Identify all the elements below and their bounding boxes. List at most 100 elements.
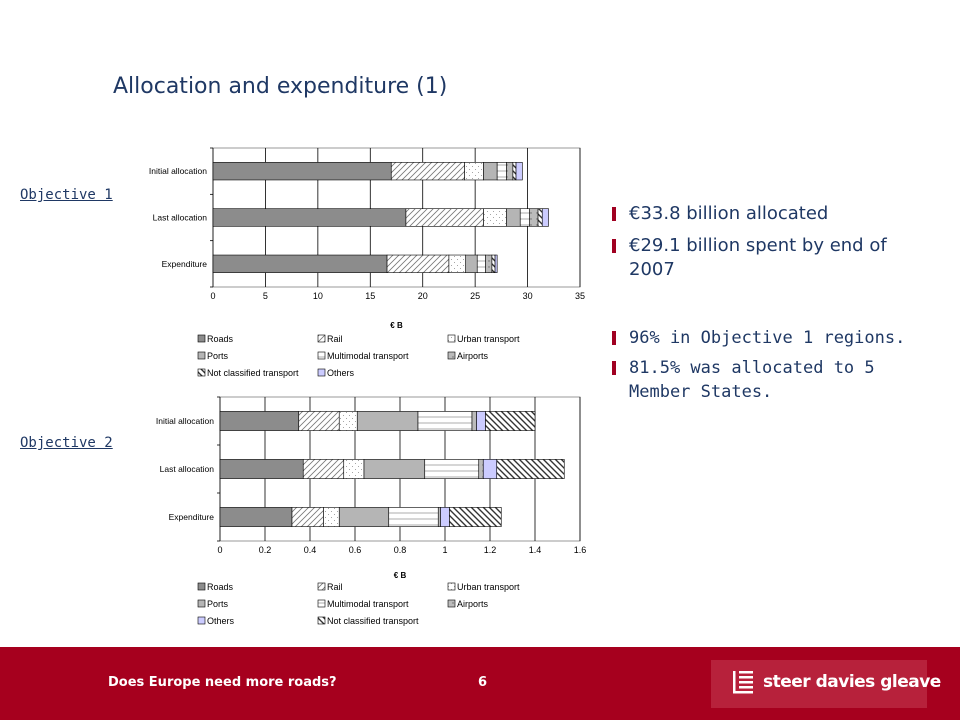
slide-title: Allocation and expenditure (1) bbox=[113, 74, 448, 99]
category-label: Expenditure bbox=[169, 512, 215, 522]
bar-multimodal-transport bbox=[519, 208, 530, 227]
legend-label: Urban transport bbox=[457, 334, 520, 344]
bar-others bbox=[440, 507, 450, 527]
bar-roads bbox=[219, 411, 300, 431]
bar-urban-transport bbox=[483, 208, 507, 227]
bar-roads bbox=[212, 254, 388, 273]
bar-rail bbox=[390, 162, 465, 181]
legend-swatch bbox=[447, 582, 456, 591]
bar-ports bbox=[356, 411, 419, 431]
bar-ports bbox=[465, 254, 478, 273]
x-tick-label: 1.4 bbox=[529, 545, 542, 555]
legend-swatch bbox=[317, 599, 326, 608]
category-label: Initial allocation bbox=[149, 166, 207, 176]
bar-rail bbox=[405, 208, 484, 227]
bar-ports bbox=[506, 208, 521, 227]
legend-label: Airports bbox=[457, 351, 489, 361]
company-logo: steer davies gleave bbox=[711, 660, 941, 708]
bar-not-classified-transport bbox=[449, 507, 502, 527]
bar-not-classified-transport bbox=[485, 411, 536, 431]
x-tick-label: 0.6 bbox=[349, 545, 362, 555]
legend-label: Others bbox=[327, 368, 355, 378]
legend-swatch bbox=[317, 368, 326, 377]
legend-label: Rail bbox=[327, 334, 343, 344]
bar-roads bbox=[212, 208, 407, 227]
logo-mark-icon bbox=[733, 671, 753, 694]
legend-swatch bbox=[447, 334, 456, 343]
x-tick-label: 0.8 bbox=[394, 545, 407, 555]
x-tick-label: 35 bbox=[575, 291, 585, 301]
x-tick-label: 20 bbox=[418, 291, 428, 301]
legend-swatch bbox=[317, 616, 326, 625]
bar-urban-transport bbox=[343, 459, 365, 479]
page-number: 6 bbox=[478, 675, 488, 690]
x-tick-label: 30 bbox=[523, 291, 533, 301]
bar-multimodal-transport bbox=[388, 507, 439, 527]
bar-rail bbox=[298, 411, 340, 431]
legend-swatch bbox=[447, 351, 456, 360]
bar-rail bbox=[302, 459, 345, 479]
bar-urban-transport bbox=[338, 411, 358, 431]
bar-others bbox=[515, 162, 523, 181]
bar-rail bbox=[291, 507, 324, 527]
bar-not-classified-transport bbox=[512, 162, 517, 181]
legend-swatch bbox=[197, 368, 206, 377]
bar-not-classified-transport bbox=[491, 254, 496, 273]
legend-label: Roads bbox=[207, 582, 234, 592]
legend-swatch bbox=[197, 351, 206, 360]
legend-label: Ports bbox=[207, 351, 229, 361]
bar-rail bbox=[386, 254, 450, 273]
legend-label: Roads bbox=[207, 334, 234, 344]
category-label: Last allocation bbox=[153, 213, 208, 223]
legend-label: Multimodal transport bbox=[327, 351, 409, 361]
x-tick-label: 0 bbox=[210, 291, 215, 301]
bar-multimodal-transport bbox=[496, 162, 507, 181]
legend-label: Urban transport bbox=[457, 582, 520, 592]
bar-airports bbox=[471, 411, 477, 431]
legend-label: Not classified transport bbox=[327, 616, 419, 626]
bar-airports bbox=[478, 459, 484, 479]
x-tick-label: 1.6 bbox=[574, 545, 587, 555]
category-label: Initial allocation bbox=[156, 416, 214, 426]
bar-multimodal-transport bbox=[424, 459, 480, 479]
bar-airports bbox=[485, 254, 493, 273]
plot-area bbox=[219, 396, 581, 542]
bar-not-classified-transport bbox=[496, 459, 565, 479]
bar-ports bbox=[363, 459, 426, 479]
bar-urban-transport bbox=[323, 507, 340, 527]
bar-urban-transport bbox=[464, 162, 484, 181]
bar-roads bbox=[212, 162, 392, 181]
legend-label: Rail bbox=[327, 582, 343, 592]
legend-label: Ports bbox=[207, 599, 229, 609]
bar-multimodal-transport bbox=[476, 254, 486, 273]
bullet-item: 81.5% was allocated to 5 Member States. bbox=[612, 356, 922, 404]
x-axis-title: € B bbox=[390, 321, 403, 330]
bar-others bbox=[476, 411, 486, 431]
legend-swatch bbox=[197, 616, 206, 625]
bar-roads bbox=[219, 507, 293, 527]
legend-swatch bbox=[317, 582, 326, 591]
bar-airports bbox=[437, 507, 441, 527]
logo-text: steer davies gleave bbox=[763, 672, 941, 692]
x-tick-label: 1.2 bbox=[484, 545, 497, 555]
x-tick-label: 0.4 bbox=[304, 545, 317, 555]
legend-swatch bbox=[197, 582, 206, 591]
x-tick-label: 25 bbox=[470, 291, 480, 301]
objective-1-label[interactable]: Objective 1 bbox=[20, 187, 113, 203]
plot-area bbox=[212, 147, 581, 288]
objective-2-label[interactable]: Objective 2 bbox=[20, 435, 113, 451]
footer-title: Does Europe need more roads? bbox=[108, 675, 337, 690]
bar-airports bbox=[506, 162, 514, 181]
bar-others bbox=[494, 254, 498, 273]
x-axis-title: € B bbox=[394, 571, 407, 580]
legend-label: Airports bbox=[457, 599, 489, 609]
bar-multimodal-transport bbox=[417, 411, 473, 431]
bar-others bbox=[541, 208, 549, 227]
legend-label: Multimodal transport bbox=[327, 599, 409, 609]
bullet-item: €33.8 billion allocated bbox=[612, 202, 922, 226]
footer-bar: Does Europe need more roads? 6 steer dav… bbox=[0, 647, 960, 720]
bar-ports bbox=[483, 162, 498, 181]
x-tick-label: 0 bbox=[217, 545, 222, 555]
bar-airports bbox=[529, 208, 539, 227]
x-tick-label: 5 bbox=[263, 291, 268, 301]
